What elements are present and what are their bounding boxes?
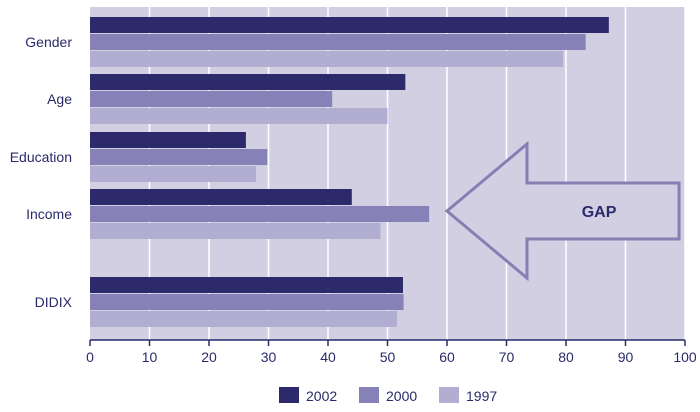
legend-label-1997: 1997 (466, 388, 497, 404)
bar-education-2000 (90, 149, 268, 165)
x-axis: 0 10 20 30 40 50 60 70 80 90 100 (86, 339, 697, 365)
x-tick-label: 90 (618, 349, 634, 365)
x-tick-label: 30 (261, 349, 277, 365)
bar-gender-2000 (90, 34, 586, 50)
x-tick-label: 100 (673, 349, 697, 365)
category-label-education: Education (10, 149, 72, 165)
bar-didix-2000 (90, 294, 404, 310)
x-tick-label: 50 (380, 349, 396, 365)
legend-label-2000: 2000 (386, 388, 417, 404)
bar-didix-2002 (90, 277, 403, 293)
x-tick-label: 10 (142, 349, 158, 365)
bar-gender-2002 (90, 17, 609, 33)
category-label-age: Age (47, 91, 72, 107)
gap-label: GAP (582, 204, 617, 221)
category-label-income: Income (26, 206, 72, 222)
bar-income-1997 (90, 223, 381, 239)
bar-education-1997 (90, 166, 257, 182)
bar-age-2000 (90, 91, 333, 107)
category-label-didix: DIDIX (35, 294, 73, 310)
bar-gender-1997 (90, 51, 564, 67)
x-tick-label: 20 (201, 349, 217, 365)
x-tick-label: 70 (499, 349, 515, 365)
legend-swatch-1997 (439, 387, 459, 403)
legend-swatch-2000 (359, 387, 379, 403)
x-tick-label: 80 (558, 349, 574, 365)
legend: 2002 2000 1997 (279, 387, 497, 404)
legend-label-2002: 2002 (306, 388, 337, 404)
category-labels: Gender Age Education Income DIDIX (10, 34, 73, 310)
gap-arrow (444, 140, 681, 282)
legend-swatch-2002 (279, 387, 299, 403)
x-tick-label: 40 (320, 349, 336, 365)
bar-didix-1997 (90, 311, 398, 327)
bar-income-2000 (90, 206, 430, 222)
x-tick-label: 60 (439, 349, 455, 365)
bar-income-2002 (90, 189, 352, 205)
gap-annotation: GAP (444, 140, 681, 282)
x-tick-label: 0 (86, 349, 94, 365)
category-label-gender: Gender (25, 34, 72, 50)
bar-education-2002 (90, 132, 246, 148)
bar-age-1997 (90, 108, 388, 124)
bars (90, 17, 609, 327)
bar-age-2002 (90, 74, 406, 90)
